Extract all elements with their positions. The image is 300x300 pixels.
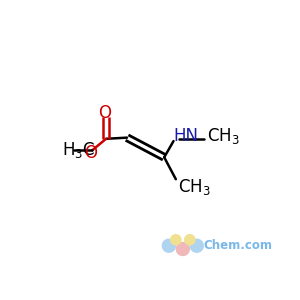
Text: CH$_3$: CH$_3$ [207,127,240,146]
Circle shape [190,239,203,252]
Text: CH$_3$: CH$_3$ [178,177,211,197]
Circle shape [176,242,189,256]
Circle shape [162,239,176,252]
Text: O: O [98,104,111,122]
Circle shape [185,235,195,245]
Text: HN: HN [173,128,199,146]
Circle shape [171,235,181,245]
Text: Chem.com: Chem.com [204,239,273,252]
Text: O: O [84,144,97,162]
Text: H$_3$C: H$_3$C [62,140,95,160]
